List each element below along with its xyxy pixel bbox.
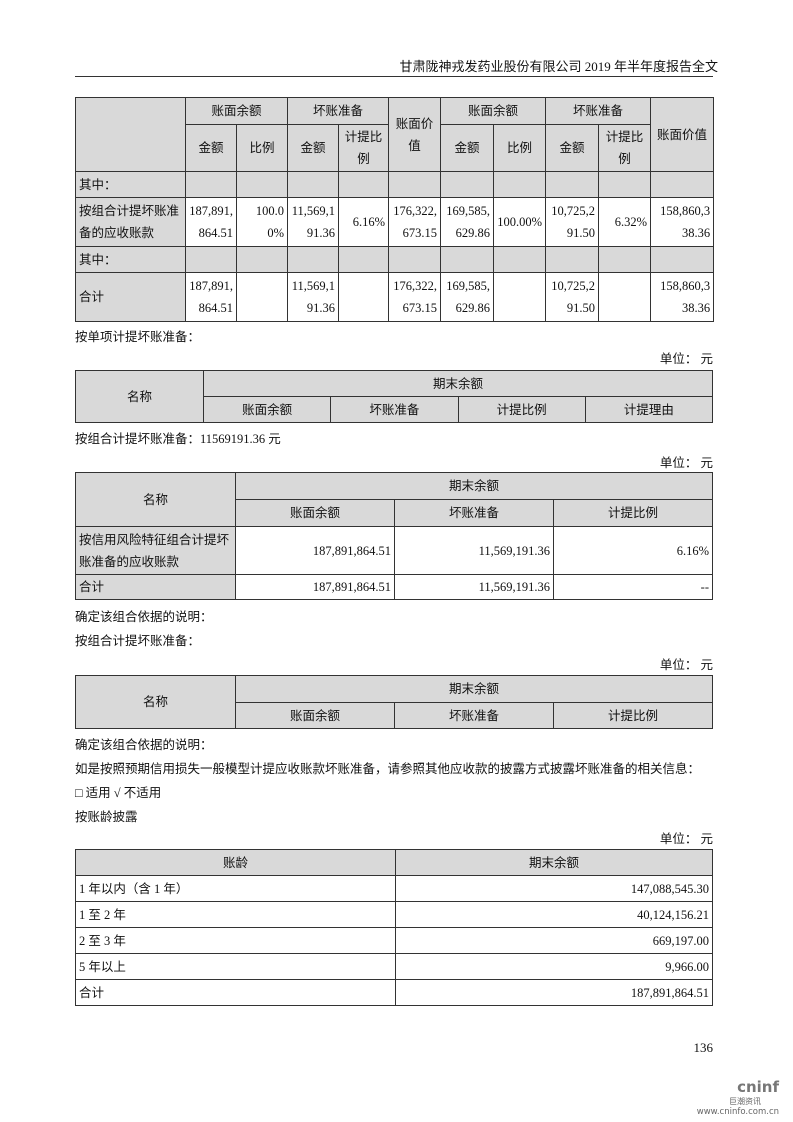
text-single-provision: 按单项计提坏账准备：: [75, 330, 201, 344]
text-expected-loss-note: 如是按照预期信用损失一般模型计提应收账款坏账准备，请参照其他应收款的披露方式披露…: [75, 762, 701, 776]
text-basis-note: 确定该组合依据的说明：: [75, 610, 213, 624]
applicability-checkbox: □ 适用 √ 不适用: [75, 786, 162, 800]
table-row: 其中：: [75, 246, 715, 273]
cninfo-logo: cninf 巨潮资讯 www.cninfo.com.cn: [696, 1078, 779, 1117]
table-row: 其中：: [75, 171, 715, 198]
table-row: 1 年以内（含 1 年） 147,088,545.30: [75, 875, 713, 902]
report-header: 甘肃陇神戎发药业股份有限公司 2019 年半年度报告全文: [399, 59, 718, 74]
table-row: 2 至 3 年 669,197.00: [75, 927, 713, 954]
group-provision-table-2: 名称 期末余额 账面余额 坏账准备 计提比例: [75, 675, 713, 729]
text-basis-note-2: 确定该组合依据的说明：: [75, 738, 213, 752]
unit-label: 单位： 元: [659, 832, 713, 846]
page-number: 136: [693, 1040, 714, 1055]
bad-debt-table: 账面余额 坏账准备 账面价值 账面余额 坏账准备 账面价值 金额 比例 金额 计提比…: [75, 97, 715, 322]
group-provision-table: 名称 期末余额 账面余额 坏账准备 计提比例 按信用风险特征组合计提坏账准备的应收账款…: [75, 472, 713, 600]
unit-label: 单位： 元: [659, 658, 713, 672]
table-row: 合计 187,891,864.51: [75, 979, 713, 1006]
unit-label: 单位： 元: [659, 352, 713, 366]
text-group-provision: 按组合计提坏账准备：11569191.36 元: [75, 432, 281, 446]
table-row: 5 年以上 9,966.00: [75, 953, 713, 980]
header-divider: [75, 76, 713, 77]
text-group-provision-2: 按组合计提坏账准备：: [75, 634, 201, 648]
single-provision-table: 名称 期末余额 账面余额 坏账准备 计提比例 计提理由: [75, 370, 714, 423]
text-aging: 按账龄披露: [75, 810, 138, 824]
table-row: 合计 187,891,864.51 11,569,191.36 176,322,673…: [75, 272, 715, 322]
aging-table: 账龄 期末余额 1 年以内（含 1 年） 147,088,545.30 1 至 2 年…: [75, 849, 713, 1006]
table-row: 1 至 2 年 40,124,156.21: [75, 901, 713, 928]
unit-label: 单位： 元: [659, 456, 713, 470]
table-row: 按组合计提坏账准备的应收账款 187,891,864.51 100.00% 11,56…: [75, 197, 715, 247]
